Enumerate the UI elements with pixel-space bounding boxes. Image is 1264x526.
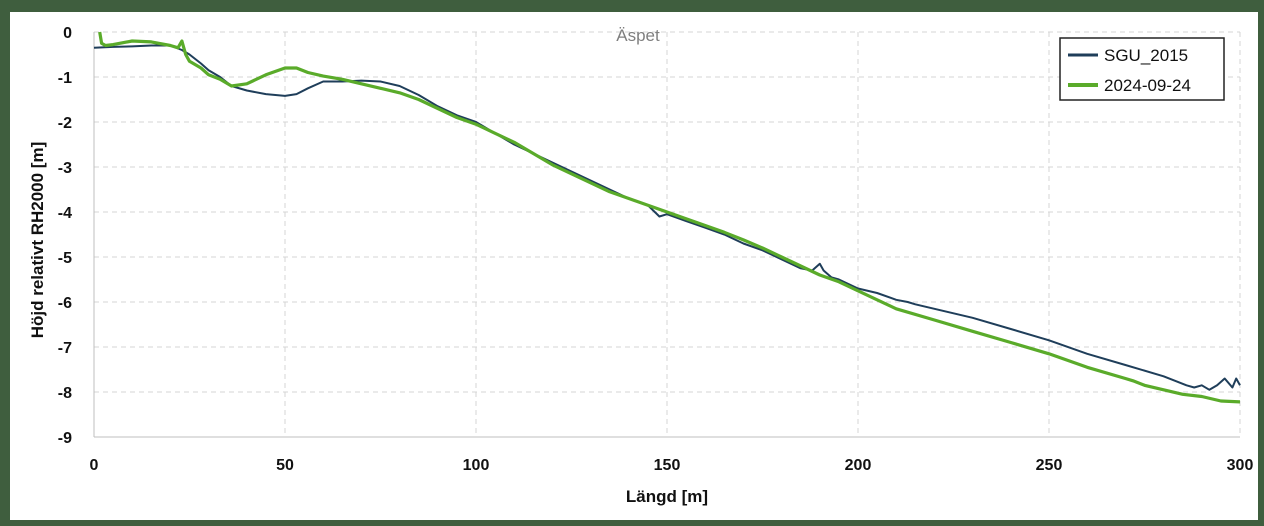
y-tick-label: -6 [58, 295, 72, 312]
axes [93, 32, 1240, 438]
y-tick-label: -3 [58, 160, 72, 177]
legend-label-sgu-2015: SGU_2015 [1104, 46, 1188, 65]
series-line-sgu-2015 [93, 44, 1241, 391]
series-line-2024-09-24 [98, 31, 1241, 404]
y-tick-label: -9 [58, 430, 72, 447]
legend-box [1059, 37, 1225, 101]
x-tick-label: 0 [90, 457, 99, 474]
x-axis-title: Längd [m] [626, 487, 708, 506]
y-tick-label: -7 [58, 340, 72, 357]
chart-panel: 0 -1 -2 -3 -4 -5 -6 -7 -8 -9 0 50 100 150 200 250 300 Äs… [10, 12, 1258, 520]
chart-title: Äspet [616, 26, 660, 45]
x-tick-label: 100 [463, 457, 490, 474]
x-tick-label: 300 [1227, 457, 1254, 474]
line-chart: 0 -1 -2 -3 -4 -5 -6 -7 -8 -9 0 50 100 150 200 250 300 Äs… [28, 25, 1254, 506]
tick-labels: 0 -1 -2 -3 -4 -5 -6 -7 -8 -9 0 50 100 150 200 250 300 [58, 25, 1254, 474]
x-tick-label: 150 [654, 457, 681, 474]
y-tick-label: -1 [58, 70, 72, 87]
y-tick-label: 0 [63, 25, 72, 42]
y-tick-label: -4 [58, 205, 72, 222]
x-tick-label: 50 [276, 457, 294, 474]
y-axis-title: Höjd relativt RH2000 [m] [28, 142, 47, 339]
grid-lines [94, 31, 1241, 437]
legend: SGU_2015 2024-09-24 [1059, 37, 1225, 101]
x-tick-label: 250 [1036, 457, 1063, 474]
y-tick-label: -8 [58, 385, 72, 402]
x-tick-label: 200 [845, 457, 872, 474]
y-tick-label: -2 [58, 115, 72, 132]
y-tick-label: -5 [58, 250, 72, 267]
series-lines [93, 31, 1241, 404]
legend-label-2024-09-24: 2024-09-24 [1104, 76, 1191, 95]
